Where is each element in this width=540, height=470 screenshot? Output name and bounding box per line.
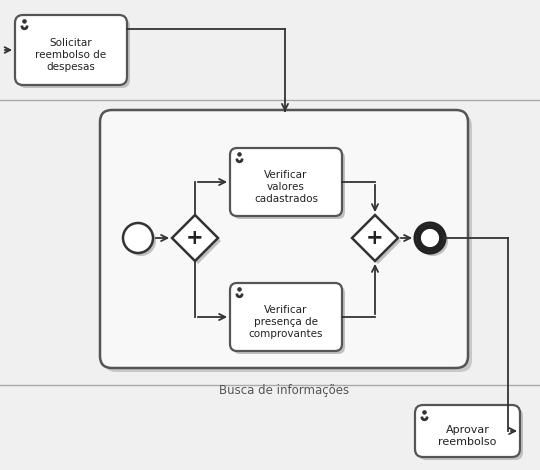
Wedge shape [21,26,28,30]
Polygon shape [352,215,398,261]
Text: Verificar
valores
cadastrados: Verificar valores cadastrados [254,171,318,204]
FancyBboxPatch shape [100,110,468,368]
Circle shape [418,227,442,250]
FancyBboxPatch shape [230,283,342,351]
FancyBboxPatch shape [104,114,472,372]
Text: Busca de informações: Busca de informações [219,384,349,397]
Polygon shape [172,215,218,261]
Text: Verificar
presença de
comprovantes: Verificar presença de comprovantes [249,306,323,338]
Circle shape [123,223,153,253]
Wedge shape [421,417,428,421]
Circle shape [238,153,241,157]
Text: Aprovar
reembolso: Aprovar reembolso [438,425,497,447]
Text: Solicitar
reembolso de
despesas: Solicitar reembolso de despesas [36,39,106,71]
Circle shape [23,20,26,24]
Polygon shape [175,218,221,264]
Text: +: + [186,228,204,248]
FancyBboxPatch shape [233,286,345,354]
FancyBboxPatch shape [415,405,520,457]
FancyBboxPatch shape [233,151,345,219]
FancyBboxPatch shape [18,18,130,88]
Circle shape [238,288,241,291]
FancyBboxPatch shape [15,15,127,85]
Polygon shape [355,218,401,264]
Wedge shape [236,159,243,163]
Wedge shape [236,294,243,298]
Circle shape [415,223,445,253]
Circle shape [418,226,448,256]
Circle shape [126,226,156,256]
FancyBboxPatch shape [418,408,523,460]
Circle shape [423,411,427,414]
FancyBboxPatch shape [230,148,342,216]
Text: +: + [366,228,384,248]
